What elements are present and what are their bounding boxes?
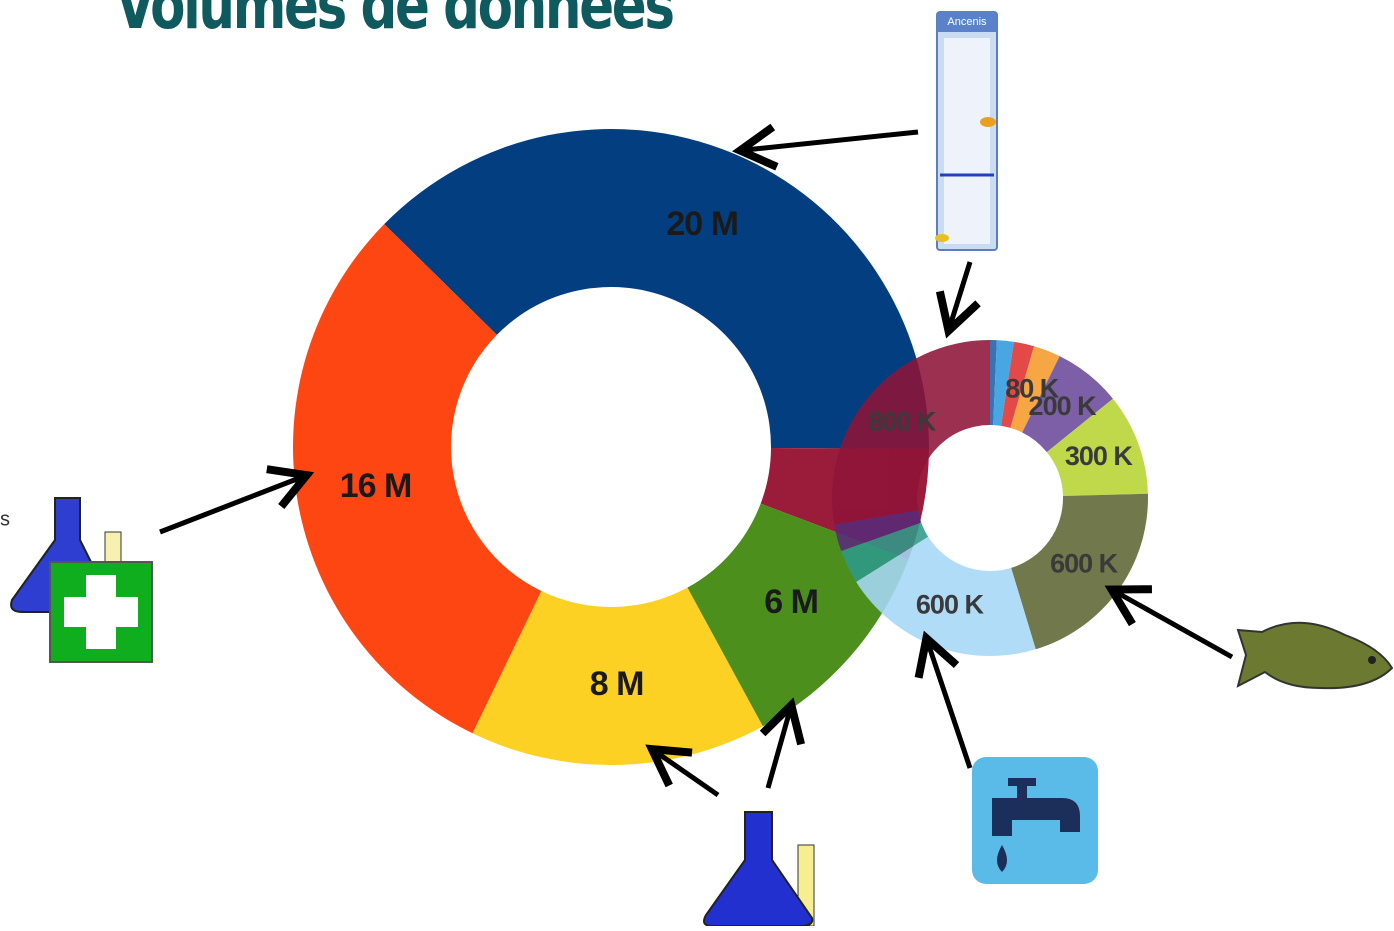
flask-icon xyxy=(704,812,814,926)
chart: Volumes de données s Ancenis xyxy=(0,0,1394,926)
cut-text: s xyxy=(0,508,10,530)
lab-icon xyxy=(11,498,152,662)
data-label: 800 K xyxy=(868,407,937,437)
fish-icon xyxy=(1238,623,1392,688)
data-label: 300 K xyxy=(1065,441,1134,471)
gauge-icon: Ancenis xyxy=(935,12,997,250)
data-label: 6 M xyxy=(764,583,818,621)
tap-icon xyxy=(972,757,1098,884)
data-label: 20 M xyxy=(666,205,738,243)
data-label: 200 K xyxy=(1029,391,1098,421)
data-label: 16 M xyxy=(340,467,412,505)
donut-segment xyxy=(384,129,929,449)
data-label: 600 K xyxy=(1050,549,1119,579)
data-label: 600 K xyxy=(916,589,985,619)
page: {"title": "Volumes de données", "fragmen… xyxy=(0,0,1394,926)
donut xyxy=(832,340,1148,656)
page-title: Volumes de données xyxy=(115,0,673,44)
data-label: 8 M xyxy=(590,665,644,703)
gauge-label: Ancenis xyxy=(947,16,987,28)
